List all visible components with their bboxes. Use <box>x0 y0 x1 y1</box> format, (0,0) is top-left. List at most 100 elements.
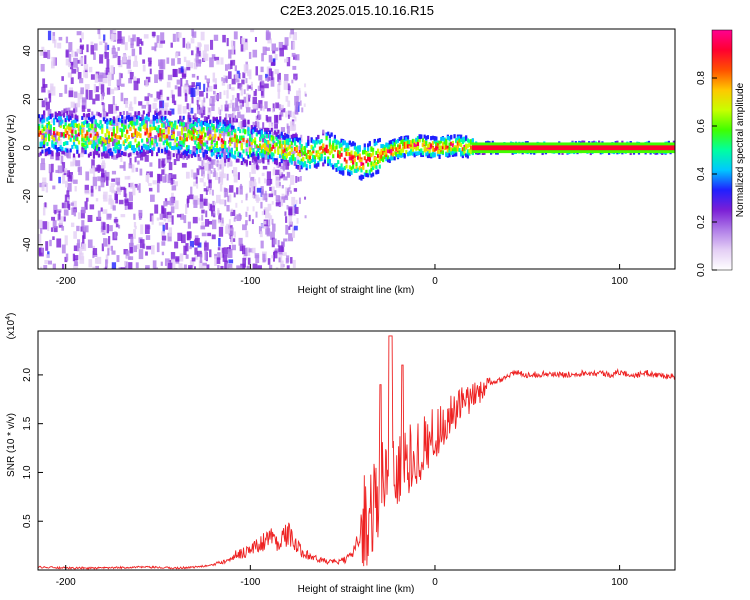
heatmap-cell <box>372 147 375 152</box>
heatmap-cell <box>49 124 52 129</box>
heatmap-cell <box>219 129 222 134</box>
heatmap-cell <box>144 123 147 128</box>
heatmap-cell <box>285 216 288 223</box>
heatmap-cell <box>156 91 161 100</box>
heatmap-cell <box>129 103 132 108</box>
heatmap-cell <box>74 130 77 135</box>
heatmap-cell <box>137 115 140 120</box>
heatmap-cell <box>355 165 358 170</box>
heatmap-cell <box>144 154 149 162</box>
heatmap-cell <box>209 146 212 151</box>
heatmap-cell <box>128 256 134 260</box>
heatmap-cell <box>87 214 93 223</box>
heatmap-cell <box>403 135 406 140</box>
heatmap-cell <box>134 183 138 188</box>
heatmap-cell <box>235 147 238 152</box>
colorbar: 0.00.20.40.60.8 Normalized spectral ampl… <box>696 29 746 277</box>
heatmap-cell <box>247 257 251 265</box>
heatmap-cell <box>246 71 252 77</box>
heatmap-cell <box>272 50 276 54</box>
heatmap-cell <box>376 153 380 158</box>
heatmap-cell <box>271 255 274 259</box>
heatmap-cell <box>210 152 214 157</box>
heatmap-cell <box>39 182 44 188</box>
heatmap-cell <box>203 198 208 206</box>
heatmap-cell <box>313 140 317 145</box>
heatmap-cell <box>155 142 159 147</box>
heatmap-cell <box>174 138 177 143</box>
heatmap-cell <box>181 162 187 168</box>
heatmap-cell <box>406 138 410 143</box>
heatmap-cell <box>128 191 133 202</box>
heatmap-cell <box>246 93 250 101</box>
heatmap-cell <box>285 224 289 235</box>
heatmap-cell <box>212 124 215 129</box>
heatmap-cell <box>137 132 140 137</box>
heatmap-cell <box>278 201 281 208</box>
heatmap-cell <box>119 111 122 116</box>
heatmap-cell <box>188 194 194 200</box>
heatmap-cell <box>195 143 199 148</box>
heatmap-cell <box>147 117 150 122</box>
heatmap-cell <box>141 121 144 126</box>
heatmap-cell <box>39 117 42 122</box>
heatmap-cell <box>177 107 181 112</box>
heatmap-cell <box>468 139 471 144</box>
heatmap-cell <box>201 99 205 109</box>
heatmap-cell <box>288 138 292 143</box>
heatmap-cell <box>102 152 106 157</box>
heatmap-cell <box>383 144 386 149</box>
heatmap-cell <box>204 219 210 227</box>
heatmap-cell <box>288 144 292 149</box>
heatmap-cell <box>228 145 231 151</box>
heatmap-cell <box>303 145 307 150</box>
heatmap-cell <box>71 122 74 127</box>
heatmap-cell <box>124 261 127 266</box>
heatmap-cell <box>73 57 78 68</box>
heatmap-cell <box>426 135 430 140</box>
heatmap-cell <box>84 184 89 193</box>
heatmap-cell <box>181 234 186 244</box>
heatmap-cell <box>173 158 177 166</box>
heatmap-cell <box>222 127 225 132</box>
heatmap-cell <box>122 152 125 157</box>
heatmap-cell <box>360 176 363 181</box>
heatmap-cell <box>112 96 115 105</box>
heatmap-cell <box>267 76 270 82</box>
heatmap-cell <box>54 210 57 215</box>
heatmap-cell <box>239 85 242 91</box>
heatmap-cell <box>152 119 155 124</box>
heatmap-cell <box>425 135 428 140</box>
heatmap-cell <box>69 124 72 129</box>
heatmap-cell <box>221 167 225 175</box>
heatmap-cell <box>170 146 174 151</box>
heatmap-cell <box>391 156 395 161</box>
heatmap-cell <box>46 148 49 153</box>
heatmap-cell <box>433 152 436 157</box>
heatmap-cell <box>386 158 390 163</box>
heatmap-cell <box>144 151 147 156</box>
heatmap-cell <box>227 195 230 202</box>
heatmap-cell <box>295 164 298 169</box>
heatmap-cell <box>187 145 190 150</box>
heatmap-cell <box>166 57 170 64</box>
heatmap-cell <box>228 49 232 59</box>
heatmap-cell <box>215 119 219 124</box>
heatmap-cell <box>192 120 195 125</box>
heatmap-cell <box>295 158 298 163</box>
heatmap-cell <box>327 162 330 167</box>
heatmap-cell <box>89 168 94 174</box>
heatmap-cell <box>189 130 192 135</box>
heatmap-cell <box>342 167 345 172</box>
heatmap-cell <box>352 142 355 147</box>
heatmap-cell <box>212 119 215 124</box>
heatmap-cell <box>287 151 290 156</box>
heatmap-cell <box>164 173 167 183</box>
heatmap-cell <box>317 139 320 144</box>
heatmap-cell <box>300 144 303 149</box>
heatmap-cell <box>277 72 281 82</box>
heatmap-cell <box>304 215 307 219</box>
heatmap-cell <box>145 173 149 182</box>
heatmap-cell <box>196 183 199 189</box>
heatmap-cell <box>115 223 119 228</box>
